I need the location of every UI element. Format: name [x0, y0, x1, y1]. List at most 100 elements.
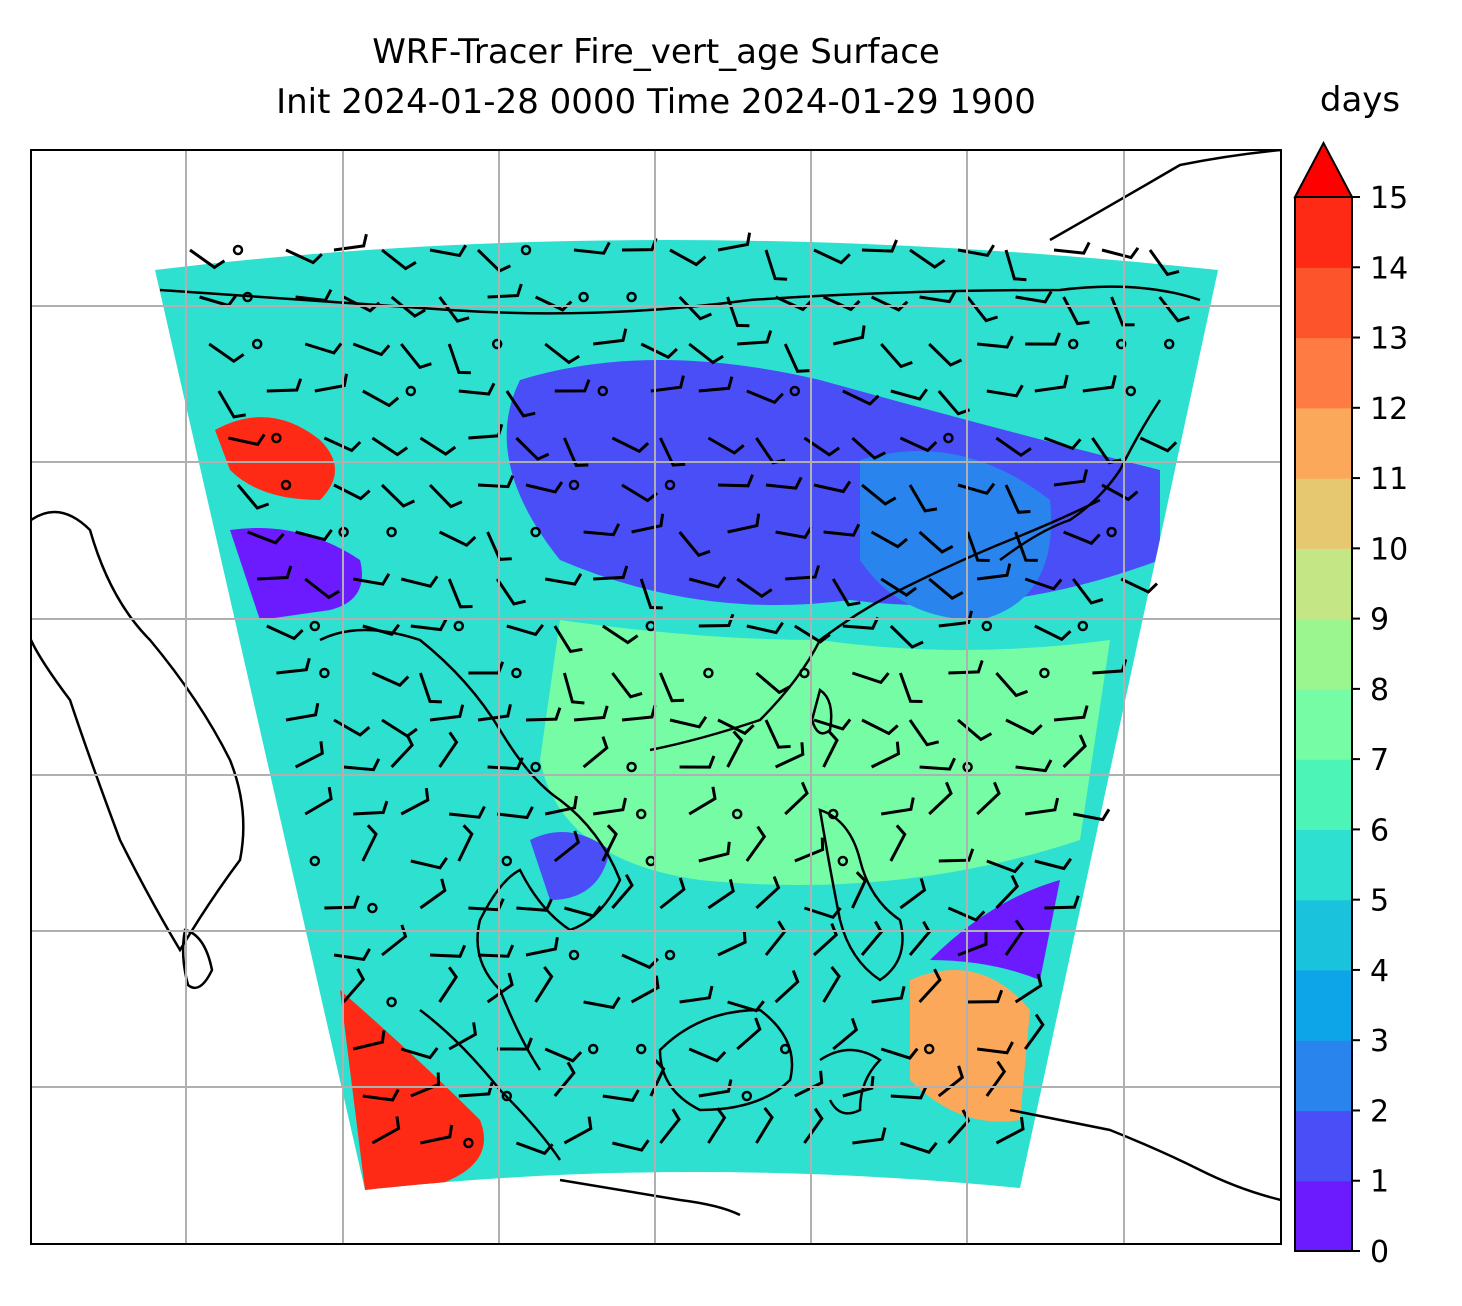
wind-barb: [707, 879, 735, 910]
wind-barb: [880, 1047, 919, 1060]
wind-barb: [1062, 734, 1087, 769]
wind-barb: [851, 436, 886, 460]
wind-barb: [266, 378, 303, 393]
wind-barb: [832, 325, 866, 346]
coastline-north: [159, 285, 1201, 315]
wind-barb: [650, 375, 685, 393]
wind-barb: [669, 248, 707, 267]
wind-barb: [477, 703, 512, 722]
wind-barb: [208, 342, 245, 364]
wind-barb: [380, 483, 416, 508]
calm-wind-circle: [309, 620, 321, 632]
wind-barb: [899, 436, 938, 453]
wind-barb: [659, 877, 686, 910]
map-frame: [30, 149, 1282, 1245]
coastline-sulawesi: [819, 1048, 882, 1115]
wind-barb: [688, 576, 727, 589]
wind-barb: [630, 975, 660, 1004]
wind-barb: [612, 1139, 650, 1152]
wind-barb: [447, 578, 473, 609]
wind-barb: [1014, 973, 1043, 1004]
colorbar-tick-label: 9: [1370, 603, 1389, 638]
wind-barb: [477, 475, 515, 489]
colorbar-segment: [1295, 548, 1352, 620]
colorbar-tick-label: 7: [1370, 743, 1389, 778]
wind-barb: [1014, 531, 1038, 562]
wind-barb: [746, 389, 784, 405]
wind-barb: [995, 874, 1020, 910]
title-line-1: WRF-Tracer Fire_vert_age Surface: [372, 32, 940, 72]
wind-barb: [285, 702, 320, 722]
wind-barb: [400, 787, 430, 816]
wind-barb: [995, 436, 1032, 458]
wind-barb: [420, 1124, 454, 1145]
wind-barb: [554, 379, 591, 393]
wind-barb: [371, 436, 409, 457]
wind-barb: [1082, 375, 1117, 393]
wind-barb: [784, 781, 809, 816]
calm-wind-circle: [741, 1090, 753, 1102]
wind-barb: [544, 795, 578, 816]
wind-barb: [295, 289, 333, 303]
wind-barb: [593, 328, 628, 346]
wind-barb: [977, 563, 1012, 581]
wind-barbs: [189, 232, 1190, 1156]
wind-barb: [1034, 624, 1072, 642]
wind-barb: [563, 437, 589, 468]
wind-barb: [410, 1072, 441, 1098]
calm-wind-circle: [386, 996, 397, 1008]
wind-barb: [562, 672, 585, 705]
colorbar-segment: [1295, 1110, 1352, 1182]
colorbar-segment: [1295, 337, 1352, 409]
colorbar-tick-label: 5: [1370, 884, 1389, 919]
colorbar-unit-label: days: [1319, 80, 1401, 120]
wind-barb: [295, 529, 333, 542]
wind-barb: [217, 390, 246, 419]
colorbar-segment: [1295, 829, 1352, 901]
coastline-japan: [999, 399, 1162, 562]
wind-barb: [458, 382, 496, 396]
wind-barb: [418, 672, 442, 704]
wind-barb: [851, 671, 890, 685]
wind-barb: [870, 530, 908, 549]
field-blob-southeast-high: [910, 970, 1030, 1122]
colorbar-segment: [1295, 759, 1352, 830]
colorbar-tick-label: 4: [1370, 954, 1389, 989]
wind-barb: [343, 758, 381, 772]
colorbar-segment: [1295, 688, 1352, 760]
wind-barb: [688, 342, 724, 365]
wind-barb: [497, 806, 534, 820]
wind-barb: [774, 969, 800, 1004]
wind-barb: [707, 1107, 727, 1144]
wind-barb: [717, 718, 755, 736]
calm-wind-circle: [837, 855, 849, 867]
colorbar-tick-label: 1: [1370, 1165, 1389, 1200]
colorbar-segment: [1295, 197, 1352, 268]
wind-barb: [294, 741, 324, 769]
wind-barb: [593, 565, 629, 581]
title-line-2: Init 2024-01-28 0000 Time 2024-01-29 190…: [276, 82, 1036, 122]
coastline-northeast: [1049, 150, 1281, 242]
coastline-borneo: [658, 1008, 794, 1112]
wind-barb: [1044, 895, 1080, 910]
wind-barb: [736, 577, 773, 599]
field-blob-east-low: [860, 451, 1052, 620]
wind-barb: [1005, 718, 1043, 736]
wind-barb: [659, 437, 686, 467]
calm-wind-circle: [1163, 338, 1175, 350]
calm-wind-circle: [251, 338, 263, 350]
wind-barb: [428, 483, 463, 509]
wind-barb: [794, 624, 831, 644]
calm-wind-circle: [271, 432, 282, 444]
wind-barb: [745, 825, 767, 862]
wind-barb: [457, 824, 474, 862]
wind-barb: [516, 898, 553, 912]
wind-barb: [506, 623, 544, 637]
wind-barb: [928, 342, 963, 367]
colorbar-tick-label: 2: [1370, 1094, 1389, 1129]
wind-barb: [602, 1089, 640, 1103]
wind-barb: [976, 781, 1001, 816]
